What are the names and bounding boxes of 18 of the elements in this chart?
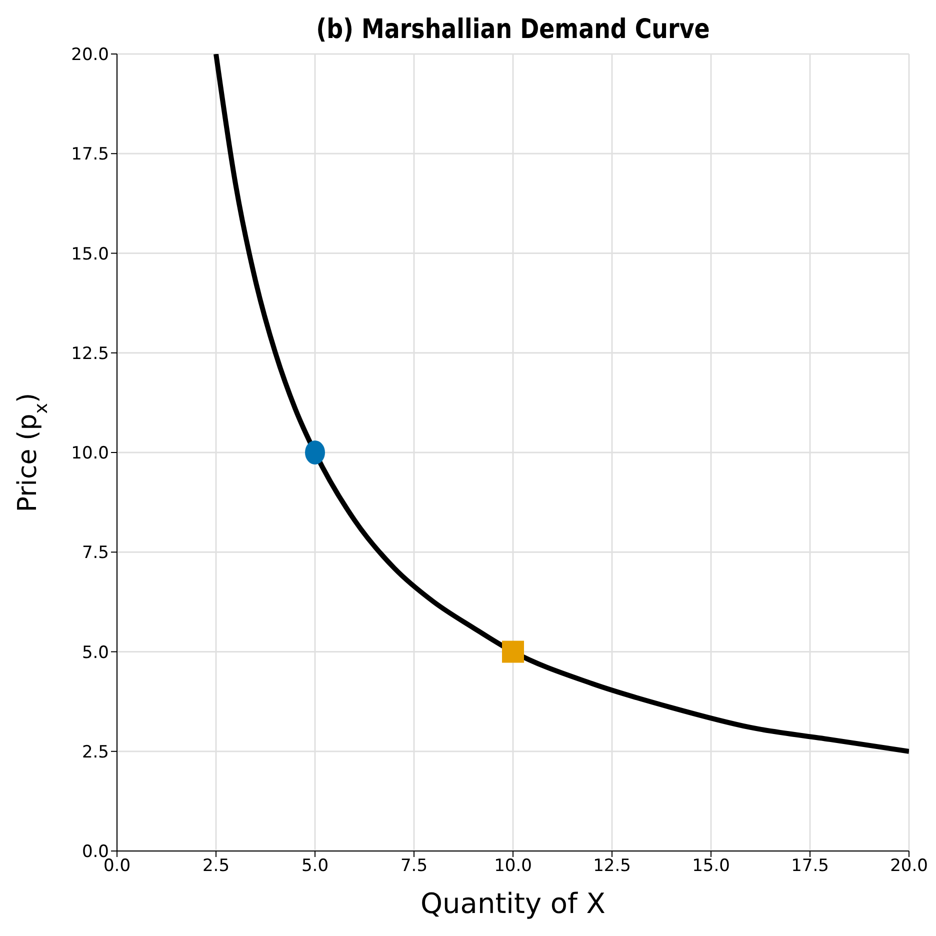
- x-axis-title: Quantity of X: [420, 887, 606, 920]
- x-tick-label: 12.5: [593, 856, 631, 876]
- y-tick-label: 12.5: [71, 344, 109, 364]
- y-tick-label: 20.0: [71, 45, 109, 66]
- x-tick-label: 17.5: [791, 856, 829, 876]
- y-tick-label: 5.0: [82, 642, 109, 663]
- x-tick-label: 10.0: [494, 856, 532, 876]
- y-tick-label: 15.0: [71, 244, 109, 264]
- x-tick-label: 5.0: [301, 856, 329, 876]
- x-tick-label: 7.5: [400, 856, 428, 876]
- y-tick-label: 17.5: [71, 144, 109, 165]
- y-tick-label: 7.5: [82, 543, 109, 564]
- x-tick-label: 20.0: [890, 856, 928, 876]
- chart-title: (b) Marshallian Demand Curve: [315, 14, 711, 45]
- y-tick-label: 2.5: [82, 742, 109, 762]
- x-tick-label: 15.0: [692, 856, 730, 876]
- y-tick-label: 10.0: [71, 444, 109, 464]
- x-tick-label: 2.5: [202, 856, 230, 876]
